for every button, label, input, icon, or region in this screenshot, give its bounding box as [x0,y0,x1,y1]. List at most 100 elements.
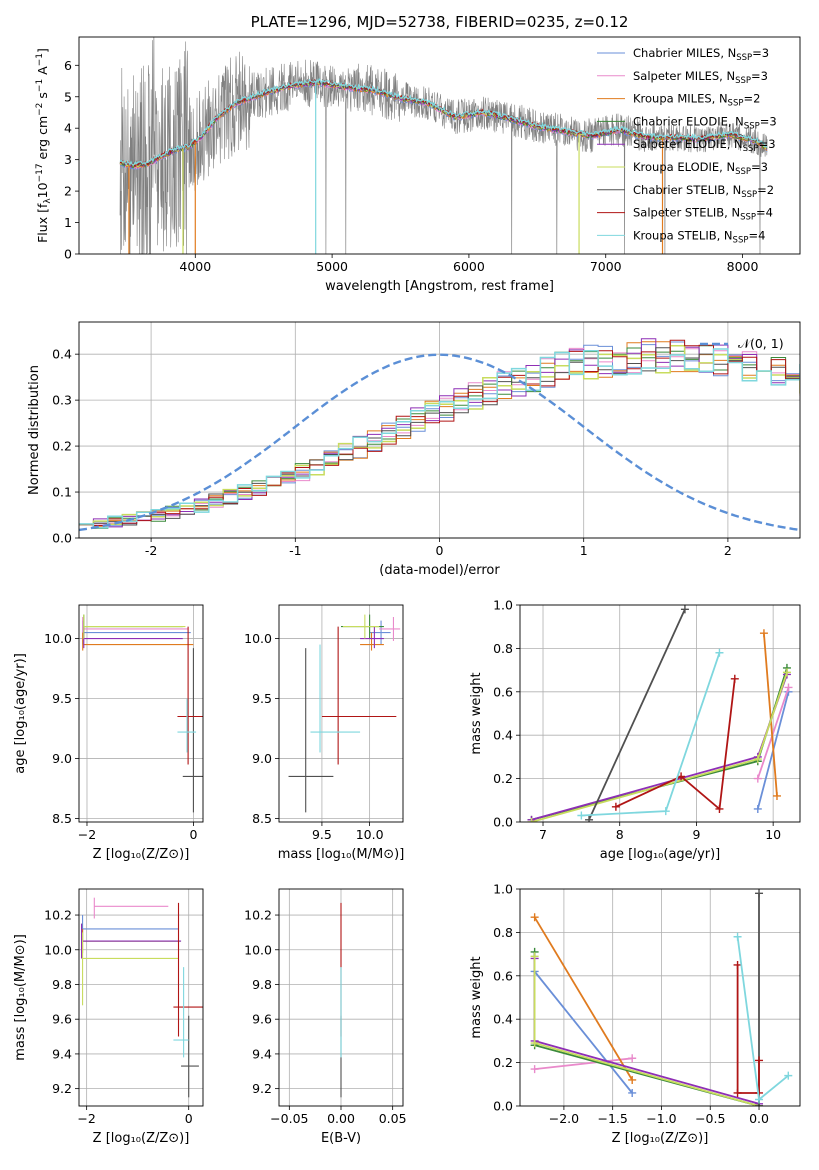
weight-salpeter_stelib-point [611,802,620,811]
legend-label: Salpeter STELIB, NSSP=4 [633,206,773,223]
weight-chabrier_stelib-line [588,608,686,821]
x-tick-label: −0.5 [695,1111,725,1126]
weight-salpeter_miles-point [753,774,762,783]
weight-chabrier_stelib-point [755,889,764,898]
weight-salpeter_stelib-line [736,965,760,1094]
x-tick-label: 5000 [316,259,348,274]
legend-text: Salpeter ELODIE, N [633,137,743,151]
label-part: −17 [35,163,45,182]
weight-salpeter_stelib-line [615,678,736,811]
axes-frame [78,604,204,823]
histogram-plot [79,338,800,532]
weight-chabrier_stelib-point [680,605,689,614]
weight-salpeter_miles-line [534,1057,633,1070]
label-part: s [35,92,50,103]
weight-chabrier_stelib-point [585,815,594,822]
y-tick-label: 0.3 [52,393,72,408]
label-part: λ [43,198,53,204]
age-vs-Z-panel: −2 0 8.5 9.0 9.5 10.0 Z [log₁₀(Z/Z⊙)] age [log₁… [13,604,204,862]
x-tick-label: 10.0 [356,827,384,842]
x-tick-label: 1 [580,543,588,558]
x-tick-label: −2 [78,827,96,842]
weight-kroupa_stelib-point [715,648,724,657]
histogram-kroupa_elodie-step [79,345,800,526]
histogram-kroupa_stelib-step [79,348,800,529]
y-tick-label: 8.5 [52,811,72,826]
legend-tail: =3 [752,46,769,60]
y-tick-label: 9.2 [52,1081,72,1096]
y-tick-label: 0.2 [493,1055,513,1070]
axes-frame [278,604,404,823]
y-axis-label: mass weight [469,672,484,754]
legend-label: Chabrier ELODIE, NSSP=3 [633,114,777,131]
weight-plot [527,605,793,822]
x-tick-label: 0 [189,827,197,842]
legend-label: Chabrier STELIB, NSSP=2 [633,183,774,200]
x-tick-label: 4000 [179,259,211,274]
legend-tail: =2 [743,92,760,106]
legend-text: Chabrier ELODIE, N [633,114,744,128]
x-tick-label: 0.00 [327,1111,355,1126]
x-axis-label: (data-model)/error [379,563,500,578]
weight-salpeter_stelib-point [755,1056,764,1065]
axes-frame [519,604,801,823]
errorbar-plot [82,614,203,813]
x-tick-label: 10 [765,827,781,842]
legend-label: Kroupa ELODIE, NSSP=3 [633,160,768,177]
legend-text: Chabrier MILES, N [633,46,736,60]
y-tick-label: 0.0 [52,531,72,546]
legend-label: Chabrier MILES, NSSP=3 [633,46,769,63]
weight-kroupa_miles-point [772,791,781,800]
y-tick-label: 0.0 [493,815,513,830]
legend-label: 𝒩(0, 1) [738,336,784,351]
legend-sub: SSP [743,144,759,154]
histogram-salpeter_elodie-step [79,338,800,528]
x-tick-label: −2.0 [549,1111,579,1126]
y-tick-label: 2 [64,184,72,199]
legend-sub: SSP [741,190,757,200]
weight-kroupa_elodie-point [782,668,791,677]
y-tick-label: 10.0 [244,942,272,957]
y-tick-label: 10.0 [44,942,72,957]
x-tick-label: -2 [145,543,157,558]
legend-label: Kroupa STELIB, NSSP=4 [633,228,765,245]
legend-sub: SSP [744,121,760,131]
y-tick-label: 0.0 [493,1099,513,1114]
y-tick-label: 0.8 [493,641,513,656]
legend-label: Salpeter MILES, NSSP=3 [633,69,768,86]
mass-vs-Z-panel: −2 0 9.2 9.4 9.6 9.8 10.0 10.2 Z [log₁₀(Z/Z⊙)] ma… [13,888,204,1146]
weight-salpeter_stelib-point [733,1088,742,1097]
legend-tail: =3 [759,137,776,151]
age-vs-mass-panel: 9.5 10.0 8.5 9.0 9.5 10.0 mass [log₁₀(M/M⊙)] [244,604,405,862]
label-part: −1 [35,79,45,92]
y-tick-label: 9.4 [252,1046,272,1061]
x-axis-label: mass [log₁₀(M/M⊙)] [278,847,405,862]
x-axis-label: E(B-V) [321,1131,361,1146]
y-tick-label: 9.6 [52,1012,72,1027]
y-tick-label: 0.2 [52,439,72,454]
spectrum-panel: PLATE=1296, MJD=52738, FIBERID=0235, z=0… [35,13,801,294]
weight-vs-age-panel: 7 8 9 10 0.0 0.2 0.4 0.6 0.8 1.0 age [log₁₀(age/yr… [469,598,801,862]
weight-chabrier_miles-point [753,804,762,813]
axes-frame [278,888,404,1107]
x-tick-label: 9 [692,827,700,842]
legend-sub: SSP [740,213,756,223]
weight-kroupa_miles-line [533,916,633,1081]
y-tick-label: 0.4 [52,347,72,362]
y-tick-label: 4 [64,121,72,136]
x-axis-label: Z [log₁₀(Z/Z⊙)] [93,847,190,862]
weight-kroupa_elodie-point [527,818,536,822]
observed-spectrum-line [119,37,768,254]
x-tick-label: 7 [539,827,547,842]
weight-kroupa_elodie-point [753,755,762,764]
y-tick-label: 8.5 [252,811,272,826]
axes-frame [519,888,801,1107]
x-axis-label: wavelength [Angstrom, rest frame] [325,279,554,294]
weight-kroupa_stelib-point [661,807,670,816]
weight-chabrier_miles-line [533,970,633,1094]
y-tick-label: 0.6 [493,684,513,699]
x-axis-label: age [log₁₀(age/yr)] [600,847,721,862]
y-tick-label: 0.4 [493,728,513,743]
y-tick-label: 10.2 [44,908,72,923]
